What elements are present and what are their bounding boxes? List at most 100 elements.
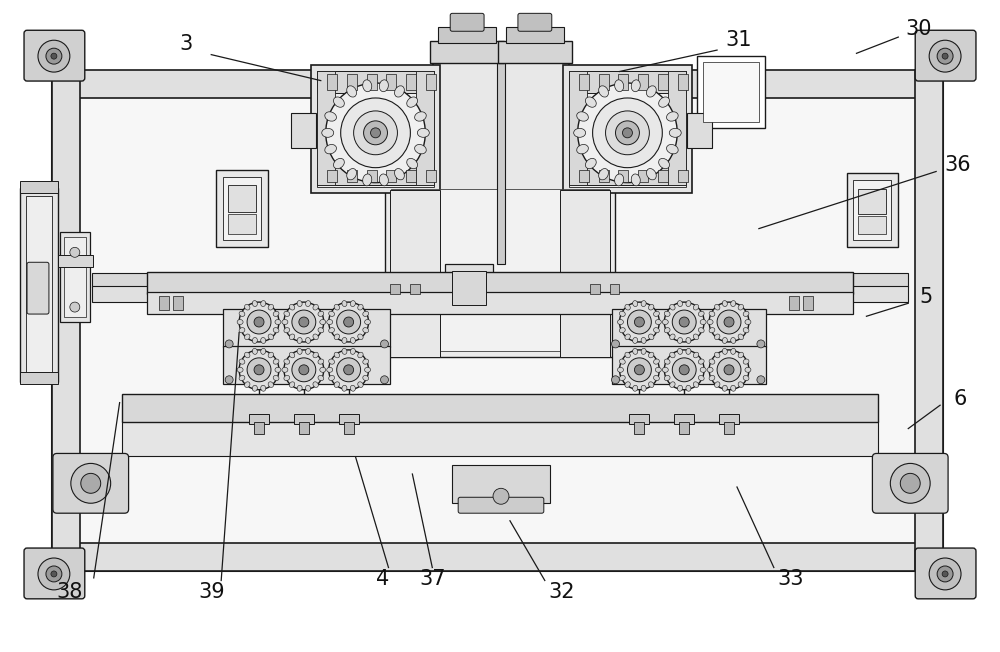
Ellipse shape: [334, 97, 344, 108]
Ellipse shape: [320, 367, 326, 372]
Ellipse shape: [284, 359, 290, 364]
Bar: [367, 74, 377, 90]
Ellipse shape: [395, 169, 404, 180]
Circle shape: [337, 310, 361, 334]
Ellipse shape: [617, 367, 623, 372]
Ellipse shape: [693, 334, 699, 340]
Bar: [560, 190, 610, 357]
Bar: [344, 422, 354, 434]
Circle shape: [679, 365, 689, 375]
Circle shape: [757, 376, 765, 384]
Bar: [697, 56, 765, 128]
Ellipse shape: [273, 311, 279, 316]
Ellipse shape: [670, 304, 675, 310]
FancyBboxPatch shape: [458, 497, 544, 513]
Ellipse shape: [654, 328, 659, 333]
Circle shape: [225, 376, 233, 384]
Ellipse shape: [633, 348, 638, 354]
Circle shape: [634, 317, 644, 327]
Bar: [410, 284, 420, 294]
Bar: [618, 170, 628, 182]
Ellipse shape: [358, 382, 363, 387]
Bar: [147, 292, 853, 314]
FancyBboxPatch shape: [518, 13, 552, 31]
Ellipse shape: [322, 128, 334, 138]
Ellipse shape: [334, 158, 344, 169]
Text: 32: 32: [548, 582, 575, 602]
Ellipse shape: [358, 334, 363, 340]
Bar: [254, 422, 264, 434]
Bar: [52, 70, 80, 571]
Bar: [426, 170, 436, 182]
Ellipse shape: [585, 97, 596, 108]
Ellipse shape: [261, 348, 266, 354]
Ellipse shape: [329, 328, 335, 333]
Ellipse shape: [363, 174, 372, 186]
Ellipse shape: [363, 359, 369, 364]
Bar: [367, 170, 377, 182]
Ellipse shape: [327, 367, 333, 372]
Bar: [64, 237, 86, 317]
Bar: [294, 413, 314, 424]
Bar: [20, 372, 58, 384]
Circle shape: [634, 365, 644, 375]
Ellipse shape: [350, 301, 355, 306]
Circle shape: [329, 302, 369, 342]
Ellipse shape: [268, 334, 274, 340]
Circle shape: [292, 310, 316, 334]
Ellipse shape: [686, 348, 691, 354]
Circle shape: [724, 317, 734, 327]
Bar: [678, 74, 688, 90]
Ellipse shape: [273, 359, 279, 364]
Ellipse shape: [306, 348, 311, 354]
Ellipse shape: [707, 319, 713, 325]
Bar: [569, 71, 686, 186]
Bar: [638, 170, 648, 182]
Ellipse shape: [677, 348, 683, 354]
Circle shape: [344, 365, 354, 375]
Ellipse shape: [261, 385, 266, 391]
Ellipse shape: [329, 376, 335, 381]
Bar: [60, 232, 90, 322]
Ellipse shape: [654, 376, 659, 381]
Bar: [147, 273, 853, 294]
Bar: [724, 422, 734, 434]
Text: 37: 37: [419, 569, 446, 589]
Text: 36: 36: [945, 155, 971, 175]
FancyBboxPatch shape: [24, 30, 85, 81]
Bar: [317, 71, 335, 185]
Circle shape: [900, 473, 920, 494]
Bar: [406, 170, 416, 182]
Ellipse shape: [261, 338, 266, 344]
Ellipse shape: [649, 334, 654, 340]
Bar: [610, 284, 619, 294]
Bar: [317, 71, 434, 186]
Ellipse shape: [662, 367, 668, 372]
Circle shape: [225, 340, 233, 348]
Ellipse shape: [407, 158, 418, 169]
Ellipse shape: [252, 338, 257, 344]
Bar: [291, 113, 316, 148]
Bar: [638, 74, 648, 90]
Bar: [629, 413, 649, 424]
Ellipse shape: [686, 338, 691, 344]
Ellipse shape: [731, 338, 736, 344]
Circle shape: [619, 302, 659, 342]
Bar: [223, 309, 390, 347]
Circle shape: [299, 317, 309, 327]
Circle shape: [364, 121, 387, 145]
Ellipse shape: [619, 328, 625, 333]
Bar: [612, 346, 766, 384]
Ellipse shape: [289, 352, 295, 358]
Circle shape: [593, 98, 662, 168]
Bar: [497, 47, 505, 264]
Ellipse shape: [599, 169, 608, 180]
Ellipse shape: [415, 111, 426, 121]
Bar: [501, 47, 569, 264]
Ellipse shape: [641, 301, 646, 306]
Circle shape: [284, 302, 324, 342]
Ellipse shape: [347, 169, 357, 180]
Circle shape: [672, 358, 696, 382]
Bar: [789, 296, 799, 310]
Ellipse shape: [239, 328, 245, 333]
